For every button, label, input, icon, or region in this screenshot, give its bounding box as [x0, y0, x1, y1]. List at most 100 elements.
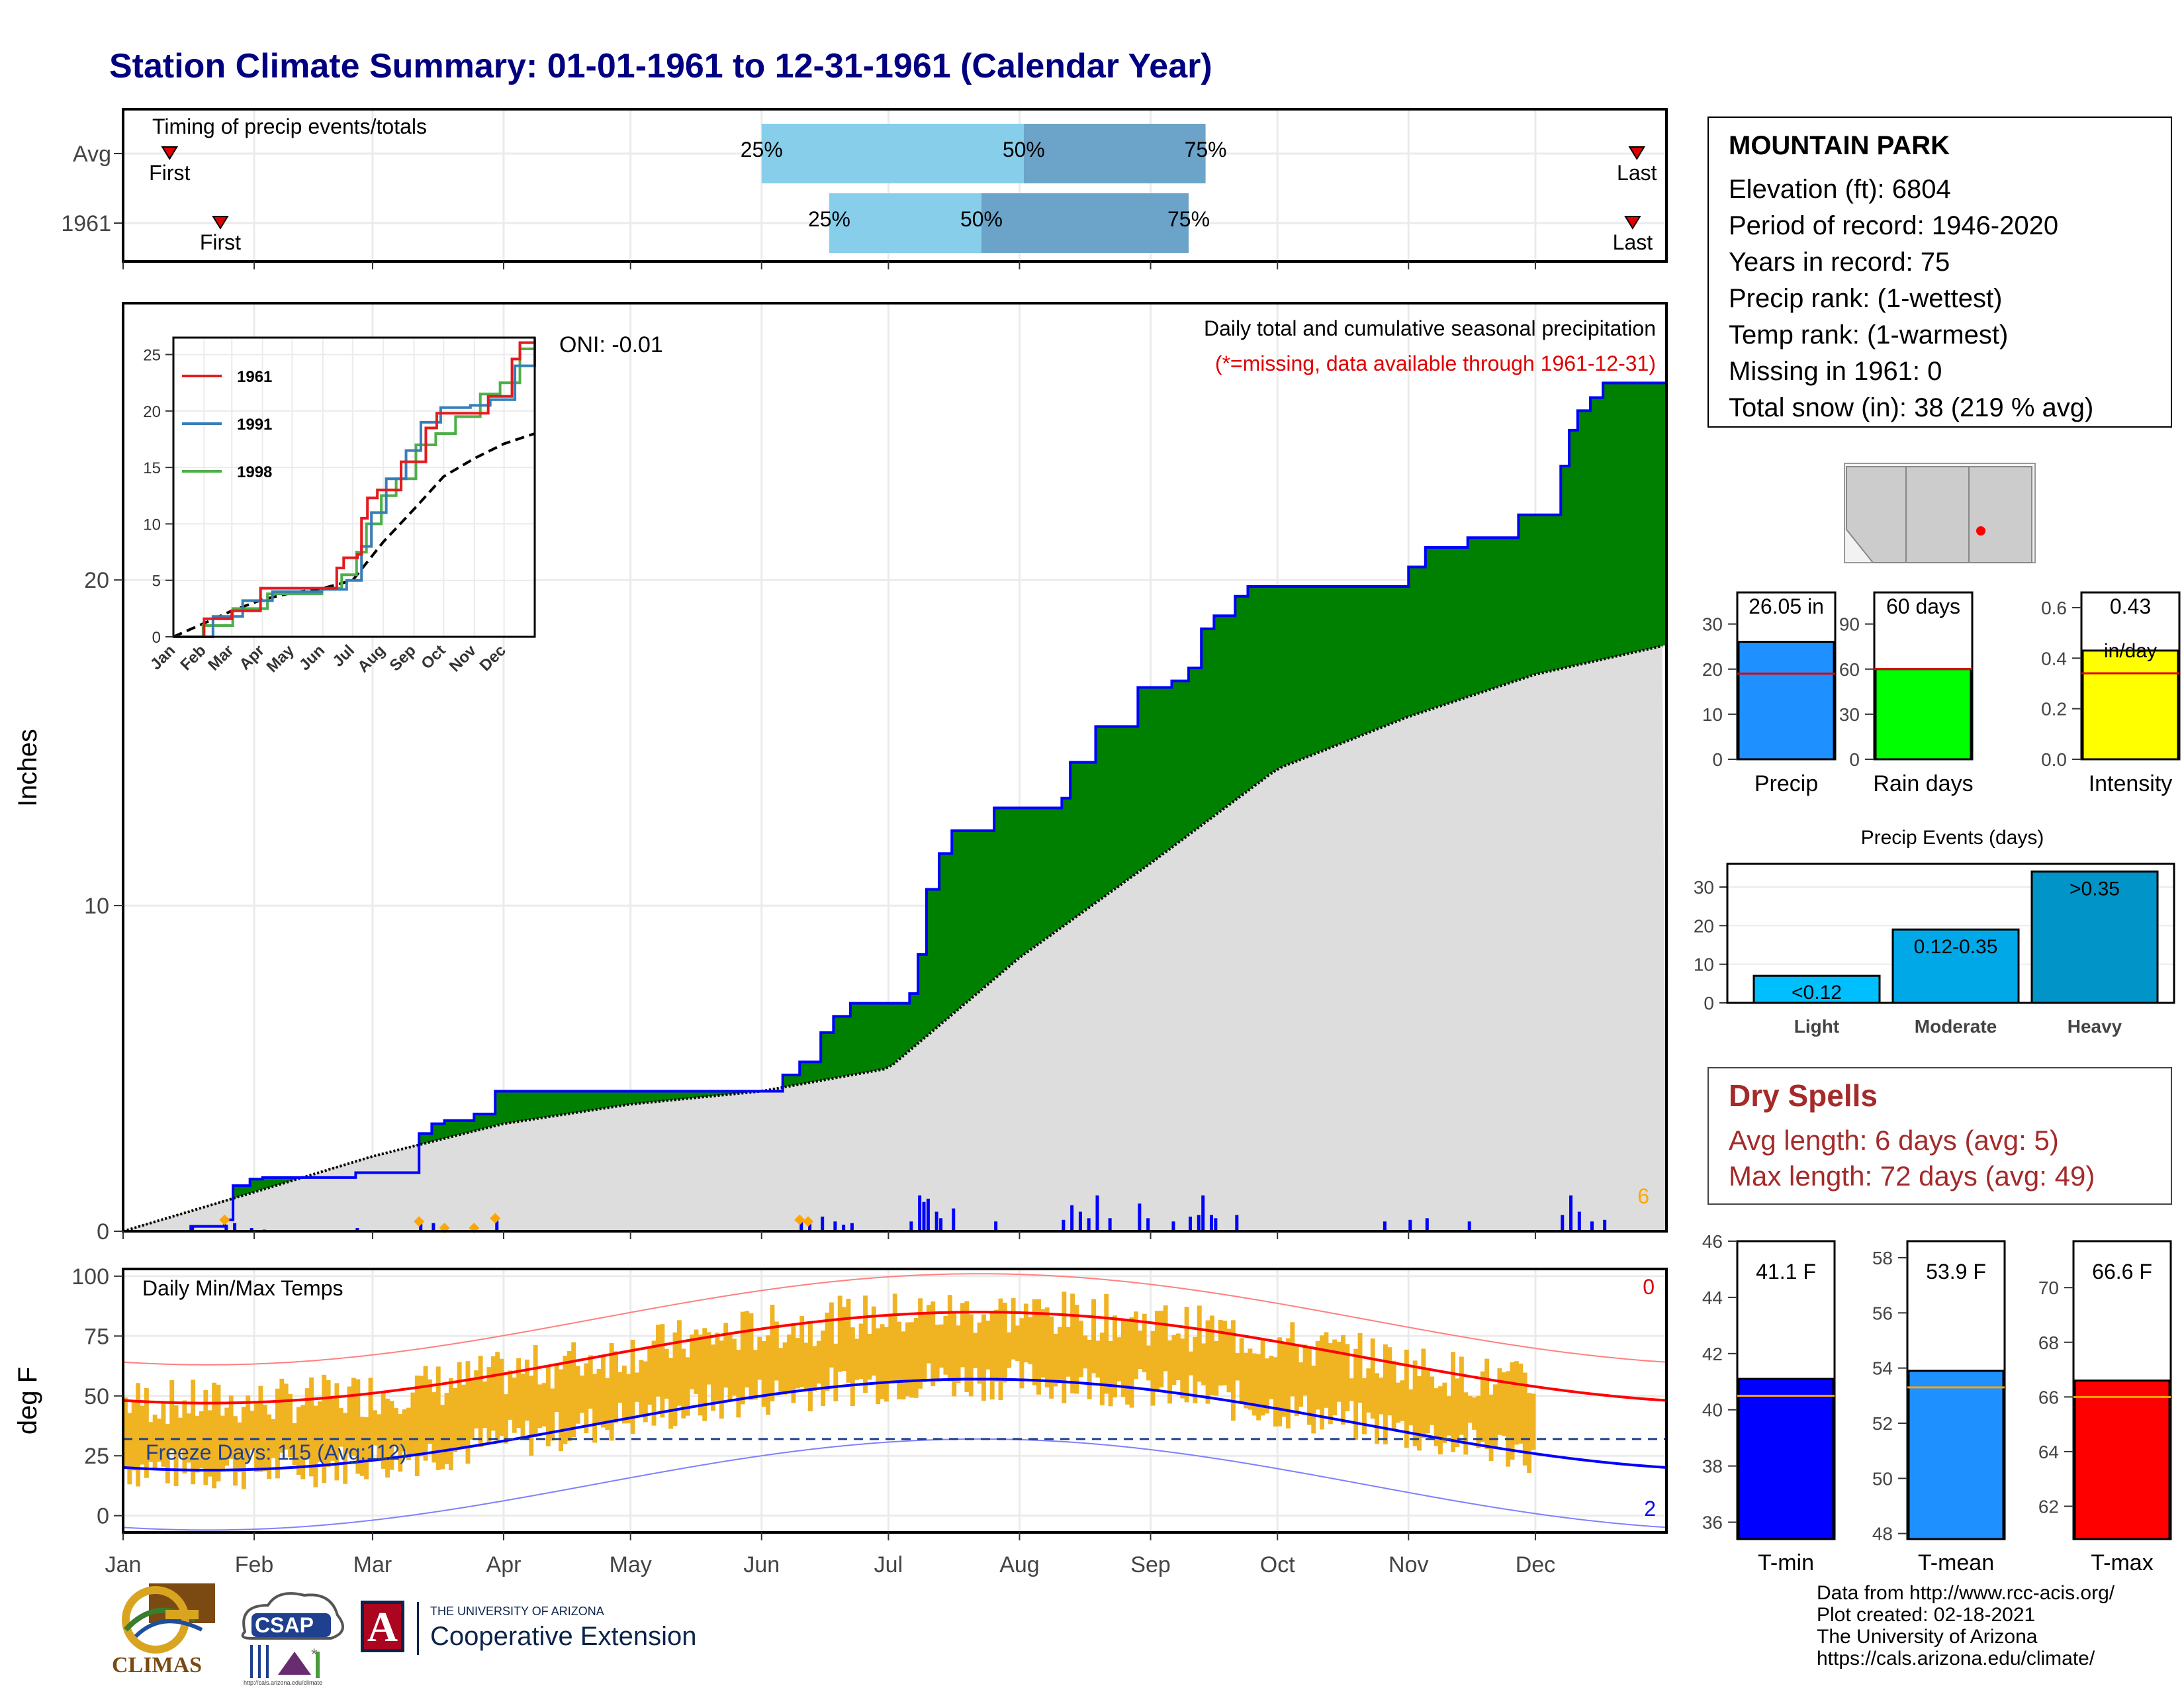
temp-daily-bar — [444, 1393, 449, 1464]
precip-stat-ytick-2-2: 0.4 — [2041, 648, 2067, 669]
temp-daily-bar — [1379, 1378, 1384, 1415]
temp-daily-bar — [1044, 1307, 1050, 1387]
precip-anomaly-area — [690, 1091, 695, 1098]
ua-logo-divider — [417, 1602, 419, 1655]
temp-daily-bar — [647, 1348, 653, 1405]
climas-logo-text: CLIMAS — [112, 1653, 203, 1677]
precip-anomaly-area — [782, 1074, 788, 1088]
precip-anomaly-area — [1074, 762, 1079, 917]
precip-anomaly-area — [1349, 586, 1355, 740]
precip-stat-label-1: Rain days — [1873, 771, 1973, 796]
temp-daily-bar — [1506, 1371, 1511, 1467]
precip-anomaly-area — [1412, 567, 1418, 715]
temp-daily-bar — [1214, 1340, 1219, 1396]
temp-daily-bar — [812, 1346, 817, 1391]
temp-daily-bar — [770, 1305, 775, 1401]
precip-anomaly-area — [499, 1091, 504, 1125]
temp-daily-bar — [694, 1329, 699, 1394]
precip-anomaly-area — [1251, 586, 1257, 786]
precip-anomaly-area — [803, 1062, 809, 1084]
precip-anomaly-area — [1201, 628, 1206, 824]
precip-anomaly-area — [1417, 567, 1422, 714]
precip-anomaly-area — [1379, 586, 1384, 728]
precip-anomaly-area — [1370, 586, 1375, 731]
precip-anomaly-area — [474, 1113, 479, 1131]
precip-anomaly-area — [651, 1091, 657, 1102]
precip-anomaly-area — [550, 1091, 555, 1117]
precip-daily-bar-38 — [1214, 1218, 1218, 1231]
precip-anomaly-area — [1539, 514, 1545, 673]
precip-anomaly-area — [478, 1113, 483, 1130]
precip-anomaly-area — [1628, 383, 1633, 653]
precip-anomaly-area — [858, 1003, 864, 1074]
temp-daily-bar — [516, 1358, 522, 1429]
month-label-Feb: Feb — [235, 1552, 274, 1577]
precip-anomaly-area — [241, 1186, 247, 1196]
precip-anomaly-area — [1493, 538, 1498, 688]
temp-daily-bar — [1036, 1299, 1041, 1395]
precip-snow-marker-1 — [414, 1216, 425, 1227]
precip-anomaly-area — [837, 1016, 842, 1078]
temp-daily-bar — [1353, 1348, 1359, 1440]
temp-daily-bar — [428, 1379, 432, 1444]
precip-anomaly-area — [943, 853, 948, 1021]
precip-daily-bar-27 — [1078, 1211, 1082, 1231]
credit-university: The University of Arizona — [1817, 1626, 2038, 1648]
temp-daily-bar — [317, 1401, 322, 1462]
temp-daily-bar — [381, 1393, 386, 1469]
temp-daily-bar — [1133, 1311, 1138, 1380]
temp-daily-bar — [372, 1410, 377, 1446]
precip-daily-bar-31 — [1138, 1203, 1142, 1231]
temp-daily-bar — [905, 1322, 910, 1397]
precip-anomaly-area — [1400, 586, 1405, 720]
temp-daily-bar — [414, 1376, 420, 1476]
precip-anomaly-area — [1306, 586, 1312, 757]
precip-anomaly-area — [1197, 667, 1203, 827]
temp-daily-bar — [385, 1398, 390, 1478]
precip-anomaly-area — [1011, 808, 1016, 963]
precip-anomaly-area — [630, 1091, 635, 1104]
precip-anomaly-area — [1044, 808, 1050, 938]
dry-spells-avg: Avg length: 6 days (avg: 5) — [1729, 1125, 2059, 1156]
precip-anomaly-area — [901, 1003, 906, 1056]
timing-first-label-0: First — [149, 161, 190, 185]
precip-anomaly-area — [1095, 726, 1101, 902]
temp-daily-bar — [524, 1359, 529, 1421]
temp-daily-bar — [1531, 1393, 1536, 1450]
inset-legend-label-1991: 1991 — [237, 416, 272, 434]
inset-legend-label-1961: 1961 — [237, 368, 272, 386]
inset-ytick-label-0: 0 — [152, 629, 161, 647]
precip-anomaly-area — [1209, 628, 1215, 818]
timing-last-label-0: Last — [1617, 161, 1657, 185]
credit-data-source: Data from http://www.rcc-acis.org/ — [1817, 1582, 2115, 1604]
temp-daily-bar — [1273, 1357, 1278, 1427]
temp-daily-bar — [351, 1378, 356, 1456]
precip-anomaly-area — [246, 1186, 251, 1194]
precip-anomaly-area — [559, 1091, 564, 1115]
precip-anomaly-area — [1586, 410, 1591, 663]
temp-daily-bar — [1251, 1353, 1257, 1416]
temp-daily-bar — [300, 1405, 306, 1479]
temp-daily-bar — [1396, 1382, 1400, 1423]
ua-cooperative-extension-logo: A THE UNIVERSITY OF ARIZONA Cooperative … — [361, 1601, 758, 1675]
temp-daily-bar — [1138, 1331, 1143, 1370]
precip-anomaly-area — [580, 1091, 585, 1112]
temp-daily-bar — [960, 1303, 965, 1368]
temp-daily-bar — [1345, 1344, 1350, 1411]
timing-last-marker-0 — [1628, 146, 1646, 160]
temp-daily-bar — [224, 1407, 230, 1466]
temp-stat-ytick-0-3: 42 — [1702, 1344, 1723, 1364]
temp-daily-bar — [727, 1333, 733, 1400]
precip-events-ytick-2: 20 — [1694, 915, 1714, 936]
precip-anomaly-area — [989, 830, 995, 981]
temp-daily-bar — [423, 1366, 428, 1461]
precip-anomaly-area — [1332, 586, 1338, 747]
station-total-snow: Total snow (in): 38 (219 % avg) — [1729, 393, 2094, 422]
locator-map-arizona — [1846, 466, 1907, 563]
temp-daily-bar — [939, 1324, 944, 1368]
precip-anomaly-area — [1366, 586, 1371, 733]
temp-daily-bar — [1180, 1338, 1185, 1399]
precip-anomaly-area — [1066, 798, 1071, 923]
temp-daily-bar — [761, 1340, 766, 1407]
precip-daily-bar-11 — [799, 1221, 803, 1231]
